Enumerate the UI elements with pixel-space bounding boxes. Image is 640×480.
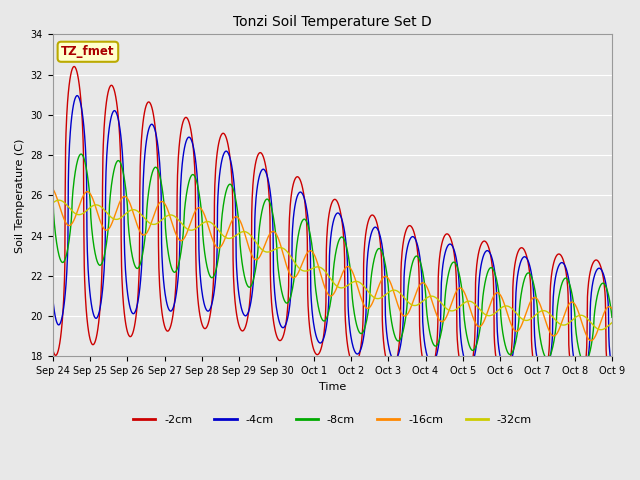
-2cm [420,360,428,366]
-16cm [160,199,168,205]
-4cm [160,281,168,287]
-16cm [541,318,549,324]
-32cm [542,308,550,314]
Legend: -2cm, -4cm, -8cm, -16cm, -32cm: -2cm, -4cm, -8cm, -16cm, -32cm [129,410,536,429]
-2cm [173,172,181,178]
-2cm [542,370,550,375]
Title: Tonzi Soil Temperature Set D: Tonzi Soil Temperature Set D [233,15,432,29]
-32cm [420,298,428,303]
Line: -4cm: -4cm [52,96,612,377]
-32cm [173,216,181,222]
-8cm [77,151,85,157]
-8cm [581,360,589,366]
-8cm [542,355,550,360]
Line: -16cm: -16cm [52,189,612,341]
-16cm [587,338,595,344]
Text: TZ_fmet: TZ_fmet [61,45,115,58]
-16cm [492,290,500,296]
-4cm [493,289,500,295]
-16cm [236,217,244,223]
Line: -32cm: -32cm [52,200,612,330]
-4cm [608,364,616,370]
-2cm [160,321,168,326]
-32cm [493,309,500,315]
-2cm [608,382,616,388]
-8cm [420,274,428,279]
-8cm [493,276,500,282]
X-axis label: Time: Time [319,382,346,392]
-8cm [160,200,168,205]
Y-axis label: Soil Temperature (C): Soil Temperature (C) [15,138,25,252]
-4cm [74,93,81,98]
-2cm [70,64,78,70]
-4cm [542,369,550,375]
-8cm [173,265,181,271]
Line: -2cm: -2cm [52,67,612,385]
-32cm [608,320,616,325]
-4cm [420,330,428,336]
-16cm [608,306,616,312]
-8cm [608,314,616,320]
-4cm [49,295,56,301]
-32cm [55,197,63,203]
-32cm [49,200,56,206]
Line: -8cm: -8cm [52,154,612,363]
-2cm [49,347,56,352]
-4cm [173,281,181,287]
-32cm [597,327,605,333]
-2cm [236,325,244,331]
-32cm [160,215,168,221]
-16cm [49,186,56,192]
-2cm [493,359,500,364]
-16cm [419,280,427,286]
-8cm [49,192,56,197]
-32cm [236,230,244,236]
-8cm [236,241,244,247]
-4cm [577,374,585,380]
-4cm [236,299,244,305]
-16cm [173,234,181,240]
